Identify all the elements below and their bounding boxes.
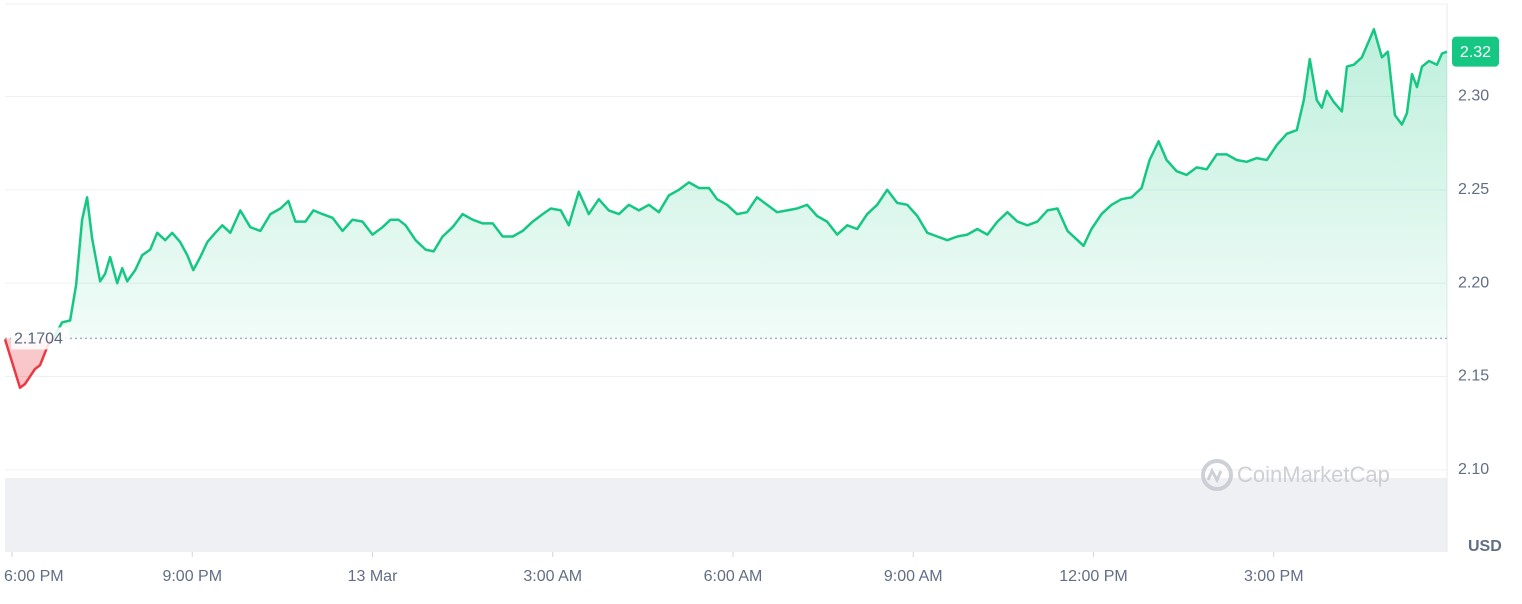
baseline-label-bg xyxy=(11,327,69,350)
watermark: CoinMarketCap xyxy=(1201,459,1390,491)
x-tick-label: 6:00 AM xyxy=(704,568,763,585)
volume-band xyxy=(5,478,1447,552)
price-line xyxy=(51,28,1448,339)
x-tick-label: 3:00 AM xyxy=(523,568,582,585)
watermark-text: CoinMarketCap xyxy=(1237,462,1390,487)
last-price-label: 2.32 xyxy=(1460,44,1491,61)
y-tick-label: 2.15 xyxy=(1458,368,1489,385)
x-tick-label: 6:00 PM xyxy=(4,568,64,585)
x-tick-label: 9:00 AM xyxy=(884,568,943,585)
x-tick-label: 3:00 PM xyxy=(1244,568,1304,585)
x-tick-label: 12:00 PM xyxy=(1059,568,1127,585)
area-positive xyxy=(5,29,1447,339)
last-price-box xyxy=(1452,36,1499,67)
y-unit: USD xyxy=(1468,538,1502,555)
y-tick-label: 2.20 xyxy=(1458,274,1489,291)
y-tick-label: 2.10 xyxy=(1458,461,1489,478)
y-tick-label: 2.25 xyxy=(1458,181,1489,198)
x-tick-label: 13 Mar xyxy=(348,568,398,585)
y-tick-label: 2.30 xyxy=(1458,88,1489,105)
baseline-label: 2.1704 xyxy=(14,331,63,348)
x-tick-label: 9:00 PM xyxy=(162,568,222,585)
